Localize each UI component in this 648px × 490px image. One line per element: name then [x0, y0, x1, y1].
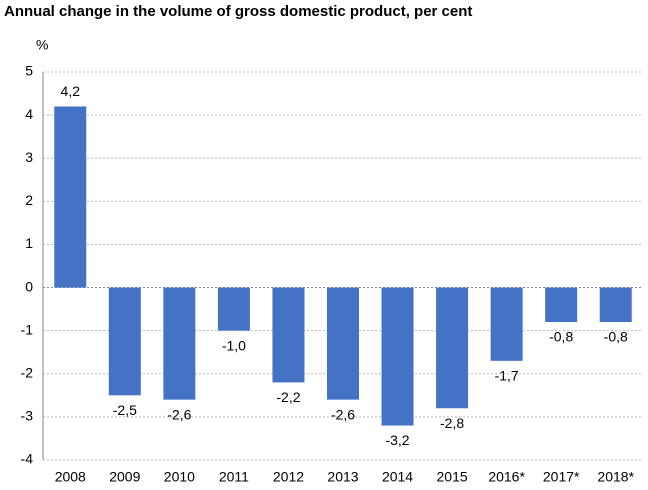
x-tick-label: 2015 — [437, 469, 468, 485]
value-label: -1,0 — [222, 337, 246, 353]
bar — [545, 287, 578, 323]
bar — [327, 287, 359, 400]
value-label: -2,8 — [440, 415, 464, 431]
bar — [108, 287, 141, 396]
x-tick-label: 2017* — [543, 469, 580, 485]
x-tick-label: 2014 — [382, 469, 413, 485]
bar — [54, 106, 87, 288]
chart-title: Annual change in the volume of gross dom… — [4, 3, 472, 20]
value-label: -2,6 — [167, 406, 191, 422]
x-tick-label: 2009 — [109, 469, 140, 485]
y-tick-label: 4 — [25, 106, 33, 122]
bar — [163, 287, 196, 400]
y-tick-label: -2 — [21, 364, 34, 380]
y-tick-label: 5 — [25, 63, 33, 79]
x-tick-label: 2018* — [597, 469, 634, 485]
x-tick-label: 2010 — [164, 469, 195, 485]
x-tick-label: 2016* — [488, 469, 525, 485]
y-tick-label: -3 — [21, 408, 34, 424]
value-label: -3,2 — [385, 432, 409, 448]
bar — [272, 287, 305, 383]
value-label: -0,8 — [549, 329, 573, 345]
y-tick-label: 0 — [25, 278, 33, 294]
bar — [599, 287, 632, 323]
value-label: -2,6 — [331, 406, 355, 422]
y-axis-unit: % — [36, 37, 48, 53]
value-label: -2,2 — [276, 389, 300, 405]
x-tick-label: 2012 — [273, 469, 304, 485]
value-label: -2,5 — [113, 402, 137, 418]
y-tick-label: 3 — [25, 149, 33, 165]
y-tick-label: -1 — [21, 321, 34, 337]
x-tick-label: 2011 — [219, 469, 249, 485]
y-tick-label: -4 — [21, 451, 34, 467]
bar — [217, 287, 250, 331]
bar — [381, 287, 414, 426]
value-label: 4,2 — [61, 83, 81, 99]
value-label: -1,7 — [495, 368, 519, 384]
bar — [436, 287, 469, 409]
x-tick-label: 2008 — [55, 469, 86, 485]
bar — [490, 287, 523, 361]
y-tick-label: 1 — [25, 235, 33, 251]
value-label: -0,8 — [604, 329, 628, 345]
x-tick-label: 2013 — [327, 469, 358, 485]
y-tick-label: 2 — [25, 192, 33, 208]
